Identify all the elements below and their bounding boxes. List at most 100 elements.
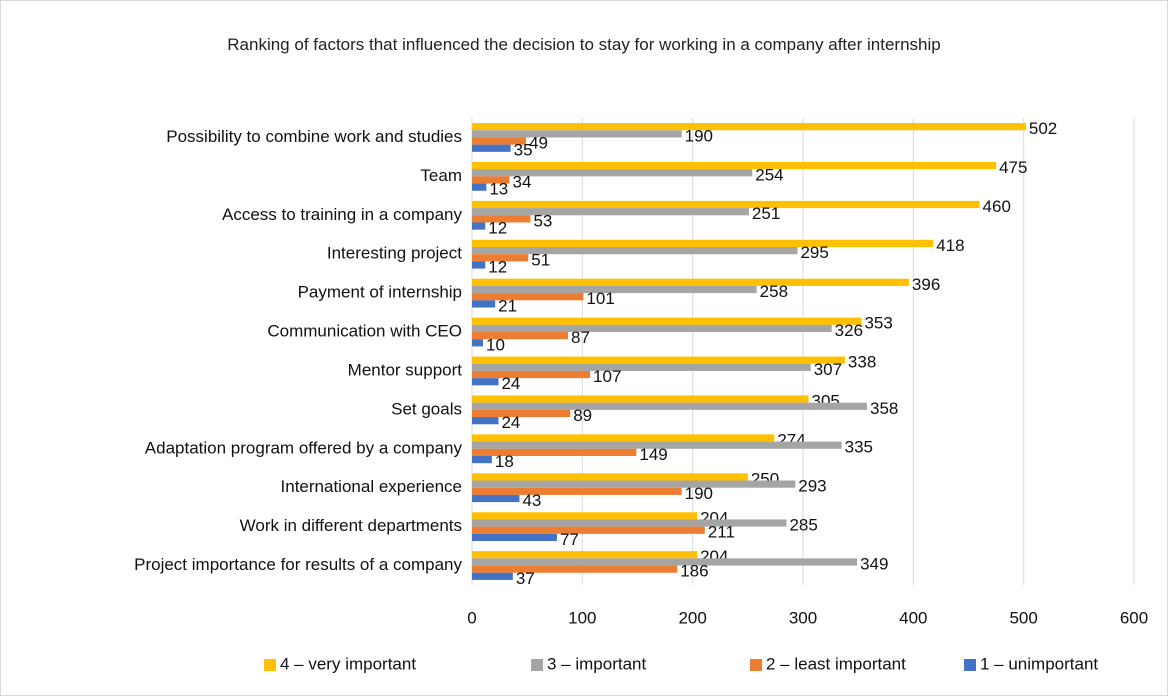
value-label: 12 [488,257,507,276]
bar [472,558,858,566]
legend-swatch [750,659,762,671]
bar [472,183,487,191]
chart-title: Ranking of factors that influenced the d… [227,35,941,54]
bar [472,261,486,269]
bar [472,144,511,152]
bar [472,473,748,481]
y-tick-label: International experience [281,477,462,496]
bar [472,378,499,386]
value-label: 358 [870,399,898,418]
bar [472,293,584,301]
bar [472,169,753,177]
bar [472,441,842,449]
bar [472,200,980,209]
bar [472,533,557,542]
x-tick-label: 500 [1009,608,1037,627]
value-label: 77 [560,530,579,549]
bar [472,161,997,170]
value-label: 502 [1029,119,1057,138]
value-label: 460 [983,197,1011,216]
value-label: 51 [531,250,550,269]
bar [472,370,591,379]
value-label: 338 [848,353,876,372]
y-tick-label: Set goals [391,399,462,418]
value-label: 37 [516,569,535,588]
bar [472,356,845,364]
legend-label: 2 – least important [766,654,906,673]
value-label: 49 [529,134,548,153]
legend-swatch [264,659,276,671]
bar [472,448,637,456]
bar [472,363,811,371]
bar [472,402,867,410]
value-label: 295 [800,243,828,262]
bar [472,434,775,442]
bar [472,565,678,573]
value-label: 24 [501,374,520,393]
value-label: 101 [586,289,614,308]
x-tick-label: 600 [1120,608,1148,627]
bar [472,409,571,418]
value-label: 293 [798,477,826,496]
bar [472,551,698,559]
bar [472,494,520,503]
bar [472,519,787,527]
value-label: 335 [845,438,873,457]
x-tick-label: 400 [899,608,927,627]
value-label: 24 [501,413,520,432]
value-label: 43 [522,491,541,510]
value-label: 149 [639,445,667,464]
bar [472,239,934,248]
bar [472,208,749,216]
value-label: 418 [936,236,964,255]
bar [472,247,798,255]
value-label: 211 [708,523,735,542]
y-tick-label: Access to training in a company [222,205,463,224]
value-label: 396 [912,275,940,294]
bar [472,123,1026,131]
bar [472,317,862,325]
bar [472,480,796,488]
value-label: 34 [513,172,532,191]
value-label: 12 [488,219,507,238]
x-tick-label: 200 [678,608,706,627]
x-tick-label: 0 [467,608,476,627]
value-label: 307 [814,360,842,379]
value-label: 18 [495,452,514,471]
bar [472,455,492,464]
value-label: 13 [489,180,508,199]
bar [472,215,531,223]
bar [472,395,809,403]
bar [472,339,484,347]
y-tick-label: Work in different departments [240,516,462,535]
bar [472,254,529,262]
value-label: 53 [533,211,552,230]
legend-swatch [964,659,976,671]
value-label: 254 [755,165,783,184]
bar [472,572,513,580]
value-label: 35 [514,141,533,160]
y-tick-label: Mentor support [348,360,463,379]
value-label: 326 [835,321,863,340]
value-label: 87 [571,328,590,347]
bar [472,487,682,495]
bar [472,176,510,184]
value-label: 285 [789,516,817,535]
bar [472,137,527,145]
legend-label: 1 – unimportant [980,654,1098,673]
bar [472,332,568,340]
value-label: 353 [864,314,892,333]
value-label: 190 [685,126,713,145]
legend-label: 3 – important [547,654,646,673]
value-label: 186 [680,562,708,581]
y-tick-label: Possibility to combine work and studies [166,127,462,146]
bar [472,417,499,425]
y-tick-label: Interesting project [327,244,462,263]
value-label: 190 [685,484,713,503]
y-tick-label: Project importance for results of a comp… [134,555,462,574]
legend-swatch [531,659,543,671]
value-label: 258 [760,282,788,301]
bar [472,300,496,308]
